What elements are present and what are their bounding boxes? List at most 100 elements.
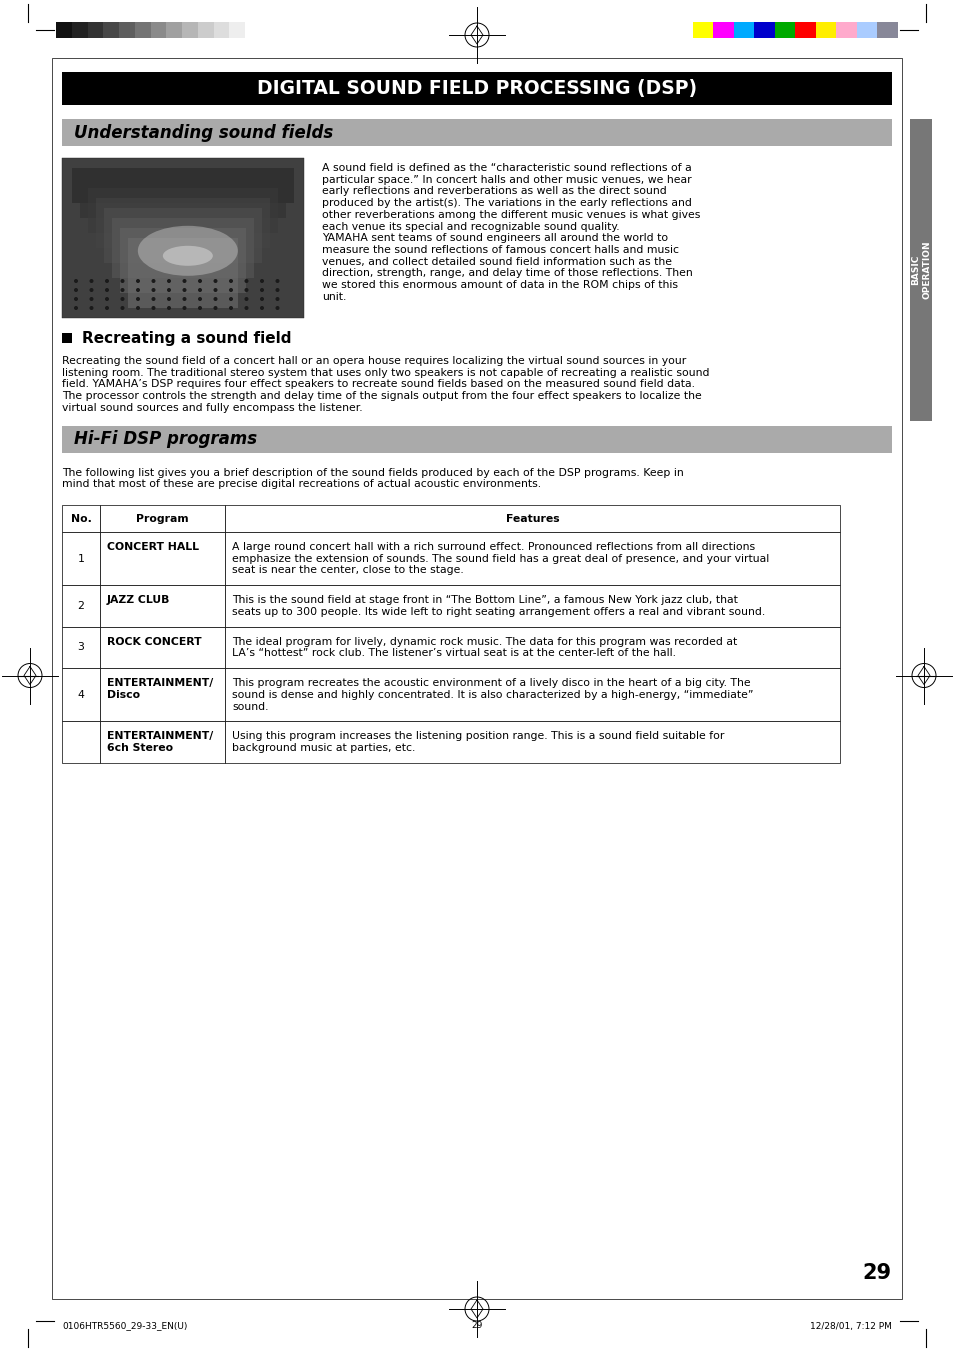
Circle shape [91,289,92,292]
Bar [52,58,901,1300]
Bar [120,228,246,293]
Circle shape [183,307,186,309]
Text: 1: 1 [77,554,85,563]
Text: background music at parties, etc.: background music at parties, etc. [232,743,415,753]
Text: 12/28/01, 7:12 PM: 12/28/01, 7:12 PM [809,1321,891,1331]
Text: ENTERTAINMENT/: ENTERTAINMENT/ [107,678,213,688]
Circle shape [106,280,109,282]
Circle shape [168,289,171,292]
Text: JAZZ CLUB: JAZZ CLUB [107,596,171,605]
Bar [100,505,225,532]
Text: A large round concert hall with a rich surround effect. Pronounced reflections f: A large round concert hall with a rich s… [232,542,755,553]
Text: Disco: Disco [107,690,140,700]
Text: direction, strength, range, and delay time of those reflections. Then: direction, strength, range, and delay ti… [322,269,692,278]
Bar [62,158,304,317]
Text: LA’s “hottest” rock club. The listener’s virtual seat is at the center-left of t: LA’s “hottest” rock club. The listener’s… [232,648,676,658]
Text: CONCERT HALL: CONCERT HALL [107,542,199,553]
Circle shape [230,307,233,309]
Circle shape [214,297,216,300]
Bar [71,168,294,203]
Bar [62,627,100,669]
Circle shape [106,307,109,309]
Text: Using this program increases the listening position range. This is a sound field: Using this program increases the listeni… [232,731,723,742]
Text: BASIC
OPERATION: BASIC OPERATION [910,240,930,299]
Circle shape [136,307,139,309]
Circle shape [230,289,233,292]
Text: The ideal program for lively, dynamic rock music. The data for this program was : The ideal program for lively, dynamic ro… [232,636,737,647]
Circle shape [168,307,171,309]
Bar [119,22,134,38]
Circle shape [198,297,201,300]
Text: seat is near the center, close to the stage.: seat is near the center, close to the st… [232,566,463,576]
Bar [197,22,213,38]
Bar [71,22,88,38]
Circle shape [152,289,154,292]
Bar [225,585,840,627]
Text: This is the sound field at stage front in “The Bottom Line”, a famous New York j: This is the sound field at stage front i… [232,596,737,605]
Bar [225,721,840,763]
Circle shape [260,280,263,282]
Bar [166,22,182,38]
Bar [62,721,100,763]
Text: The following list gives you a brief description of the sound fields produced by: The following list gives you a brief des… [62,467,683,477]
Bar [88,188,277,232]
Bar [56,22,71,38]
Circle shape [260,289,263,292]
Circle shape [136,280,139,282]
Bar [62,585,100,627]
Text: The processor controls the strength and delay time of the signals output from th: The processor controls the strength and … [62,390,701,401]
Text: This program recreates the acoustic environment of a lively disco in the heart o: This program recreates the acoustic envi… [232,678,750,688]
Bar [104,208,262,263]
Bar [103,22,119,38]
Circle shape [276,307,278,309]
Ellipse shape [137,226,237,276]
Bar [856,22,877,38]
Text: early reflections and reverberations as well as the direct sound: early reflections and reverberations as … [322,186,666,196]
Text: field. YAMAHA’s DSP requires four effect speakers to recreate sound fields based: field. YAMAHA’s DSP requires four effect… [62,380,695,389]
Circle shape [183,289,186,292]
Circle shape [230,297,233,300]
Circle shape [168,280,171,282]
Circle shape [152,307,154,309]
Text: Recreating a sound field: Recreating a sound field [82,331,292,346]
Text: seats up to 300 people. Its wide left to right seating arrangement offers a real: seats up to 300 people. Its wide left to… [232,607,764,617]
Text: measure the sound reflections of famous concert halls and music: measure the sound reflections of famous … [322,245,679,255]
Ellipse shape [163,246,213,266]
Bar [225,627,840,669]
Circle shape [245,280,248,282]
Bar [836,22,856,38]
Text: 0106HTR5560_29-33_EN(U): 0106HTR5560_29-33_EN(U) [62,1321,187,1331]
Circle shape [74,307,77,309]
Bar [62,72,891,105]
Text: Understanding sound fields: Understanding sound fields [74,123,333,142]
Text: particular space.” In concert halls and other music venues, we hear: particular space.” In concert halls and … [322,174,691,185]
Circle shape [91,307,92,309]
Text: YAMAHA sent teams of sound engineers all around the world to: YAMAHA sent teams of sound engineers all… [322,234,667,243]
Circle shape [106,289,109,292]
Text: 3: 3 [77,643,85,653]
Circle shape [276,297,278,300]
Text: A sound field is defined as the “characteristic sound reflections of a: A sound field is defined as the “charact… [322,163,691,173]
Bar [713,22,733,38]
Text: ENTERTAINMENT/: ENTERTAINMENT/ [107,731,213,742]
Text: Recreating the sound field of a concert hall or an opera house requires localizi: Recreating the sound field of a concert … [62,355,685,366]
Circle shape [121,297,124,300]
Bar [88,22,103,38]
Bar [245,22,261,38]
Circle shape [198,307,201,309]
Circle shape [198,289,201,292]
Bar [62,669,100,721]
Circle shape [245,289,248,292]
Circle shape [121,280,124,282]
Bar [100,532,225,585]
Bar [62,332,71,343]
Text: unit.: unit. [322,292,346,301]
Circle shape [74,297,77,300]
Text: sound.: sound. [232,701,268,712]
Circle shape [245,297,248,300]
Circle shape [214,280,216,282]
Bar [230,22,245,38]
Bar [754,22,774,38]
Bar [815,22,836,38]
Circle shape [91,297,92,300]
